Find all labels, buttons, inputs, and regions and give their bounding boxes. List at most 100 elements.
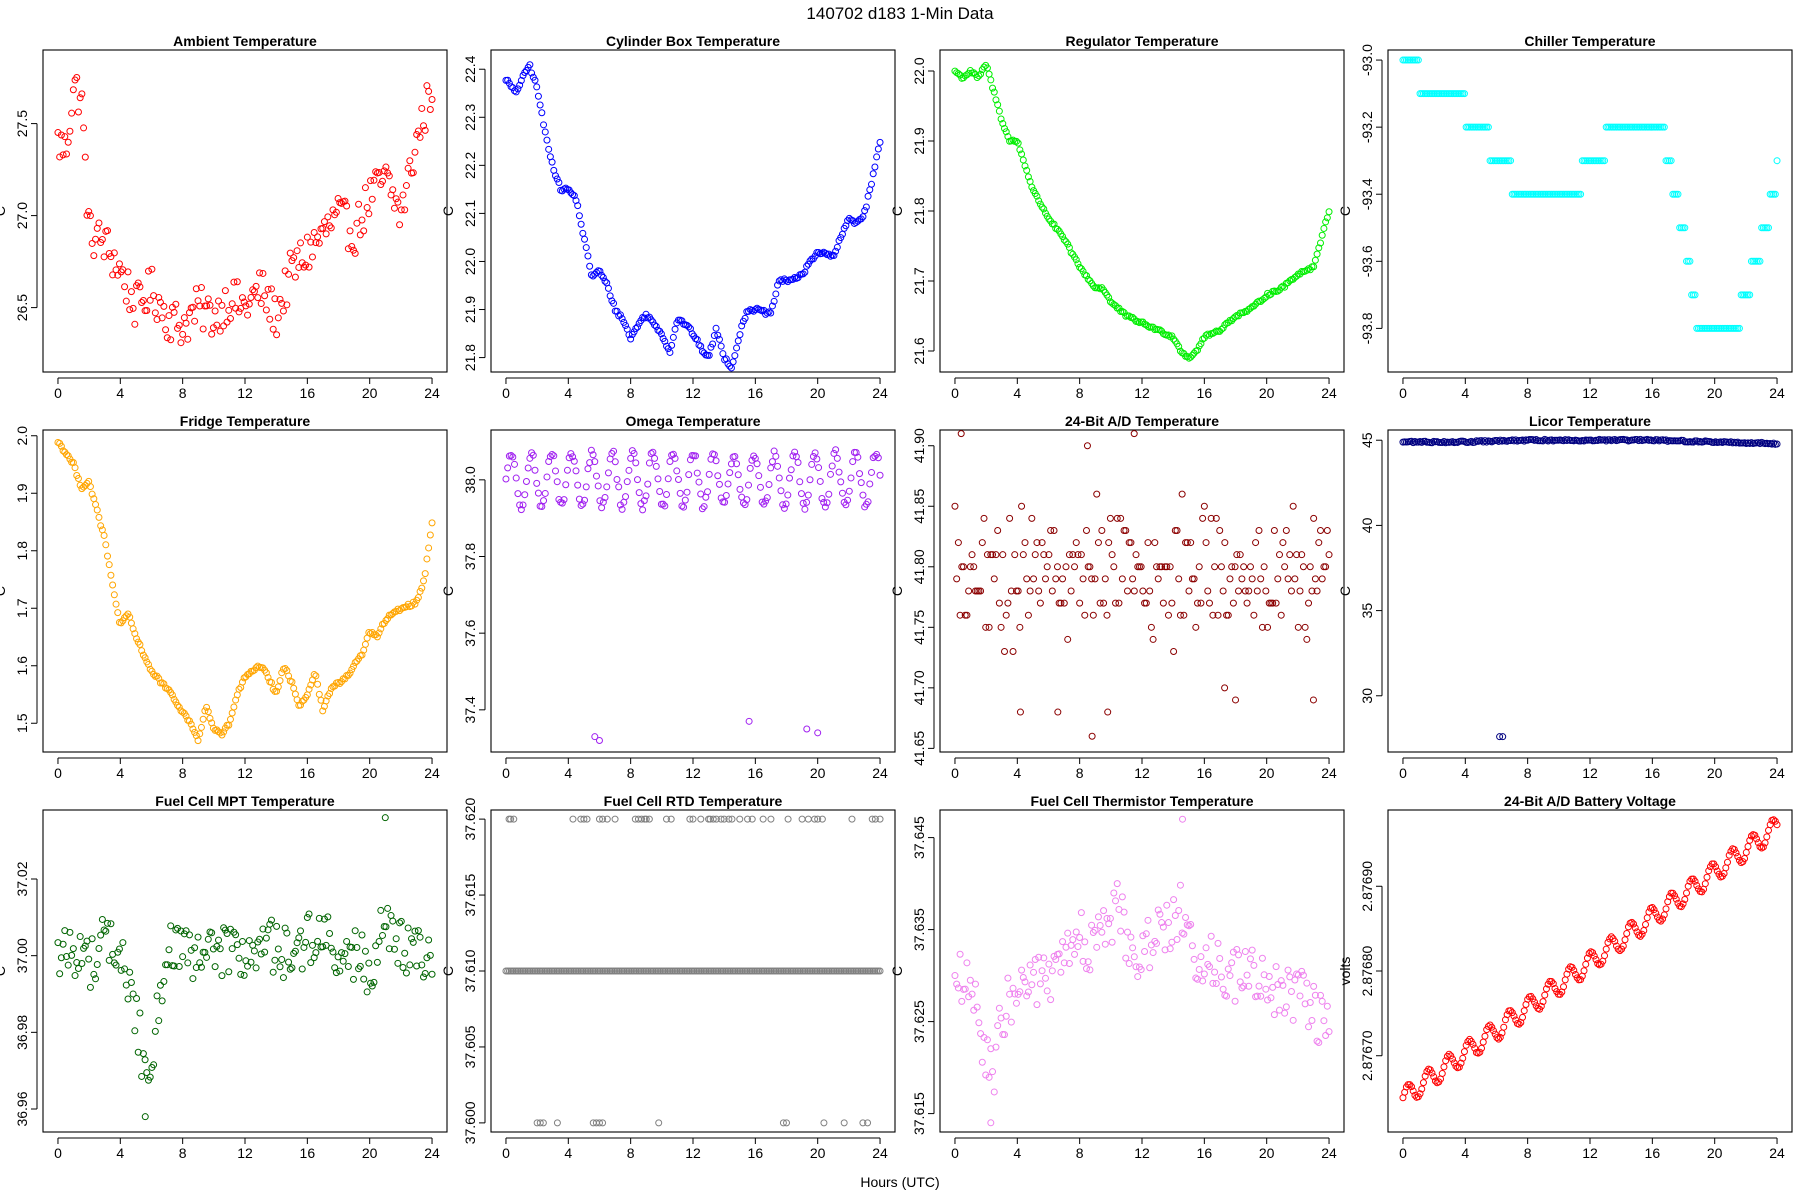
data-point bbox=[794, 458, 802, 466]
x-tick-label: 0 bbox=[54, 765, 62, 781]
data-point bbox=[1248, 575, 1256, 583]
data-point bbox=[170, 962, 178, 970]
data-point bbox=[731, 452, 739, 460]
data-point bbox=[291, 273, 299, 281]
data-point bbox=[276, 963, 284, 971]
data-point bbox=[526, 61, 534, 69]
data-point bbox=[189, 975, 197, 983]
data-point bbox=[1154, 575, 1162, 583]
data-point bbox=[584, 252, 592, 260]
data-point bbox=[536, 101, 544, 109]
data-point bbox=[522, 478, 530, 485]
data-point bbox=[221, 926, 229, 934]
data-point bbox=[1096, 921, 1104, 929]
data-point bbox=[286, 965, 294, 973]
data-point bbox=[983, 1036, 991, 1044]
data-point bbox=[1031, 551, 1039, 559]
data-point bbox=[314, 680, 322, 688]
data-point bbox=[783, 1119, 791, 1127]
data-point bbox=[399, 191, 407, 199]
data-point bbox=[1679, 900, 1687, 908]
data-point bbox=[271, 956, 279, 964]
data-point bbox=[668, 341, 676, 349]
data-point bbox=[569, 191, 577, 199]
data-point bbox=[1270, 526, 1278, 534]
data-point bbox=[1060, 599, 1068, 607]
data-point bbox=[414, 594, 422, 602]
data-point bbox=[712, 324, 720, 332]
data-point bbox=[179, 330, 187, 338]
x-tick-label: 8 bbox=[627, 765, 635, 781]
data-point bbox=[336, 967, 344, 975]
data-point bbox=[1265, 972, 1273, 980]
data-point bbox=[1734, 853, 1742, 861]
data-point bbox=[1590, 952, 1598, 960]
data-point bbox=[1478, 437, 1486, 445]
data-point bbox=[1452, 1062, 1460, 1070]
y-tick-label: 41.80 bbox=[911, 549, 927, 584]
data-point bbox=[1071, 950, 1079, 958]
data-point bbox=[1219, 985, 1227, 993]
data-point bbox=[994, 1022, 1002, 1030]
data-point bbox=[1163, 901, 1171, 909]
data-points bbox=[54, 814, 436, 1121]
data-point bbox=[1438, 439, 1446, 447]
data-point bbox=[1320, 1017, 1328, 1025]
data-point bbox=[341, 197, 349, 205]
data-point bbox=[109, 271, 117, 279]
data-point bbox=[1765, 826, 1772, 834]
data-point bbox=[104, 552, 111, 560]
data-point bbox=[68, 951, 76, 959]
data-point bbox=[569, 815, 577, 823]
data-point bbox=[1014, 587, 1022, 595]
y-axis-label: C bbox=[440, 206, 456, 216]
y-tick-label: 36.96 bbox=[14, 1091, 30, 1126]
data-point bbox=[813, 455, 821, 463]
data-point bbox=[127, 288, 135, 296]
data-point bbox=[1158, 919, 1166, 927]
data-point bbox=[1127, 539, 1135, 547]
data-point bbox=[726, 469, 734, 477]
data-point bbox=[203, 302, 211, 310]
data-point bbox=[1096, 285, 1104, 293]
data-point bbox=[651, 454, 659, 462]
data-point bbox=[1057, 968, 1065, 976]
x-tick-label: 24 bbox=[424, 385, 440, 401]
y-tick-label: 22.3 bbox=[462, 103, 478, 130]
data-point bbox=[548, 451, 556, 459]
data-point bbox=[1076, 599, 1084, 607]
x-tick-label: 16 bbox=[748, 765, 764, 781]
data-point bbox=[1753, 835, 1761, 843]
data-point bbox=[786, 474, 794, 482]
data-point bbox=[533, 479, 541, 487]
data-point bbox=[74, 965, 82, 972]
data-point bbox=[93, 961, 101, 969]
data-point bbox=[798, 815, 806, 823]
data-point bbox=[1496, 1033, 1504, 1041]
data-point bbox=[656, 488, 664, 496]
data-point bbox=[1258, 954, 1266, 962]
data-point bbox=[736, 331, 744, 339]
data-point bbox=[1311, 991, 1319, 999]
data-point bbox=[1589, 949, 1597, 957]
data-point bbox=[428, 96, 436, 104]
data-point bbox=[1233, 551, 1241, 559]
data-point bbox=[1014, 139, 1022, 147]
x-tick-label: 0 bbox=[502, 765, 510, 781]
data-point bbox=[989, 84, 997, 92]
data-point bbox=[1074, 551, 1082, 559]
data-point bbox=[153, 992, 161, 1000]
data-point bbox=[1040, 551, 1048, 559]
data-point bbox=[1023, 166, 1031, 174]
data-point bbox=[1289, 1016, 1297, 1024]
data-point bbox=[729, 358, 737, 366]
data-point bbox=[78, 960, 86, 968]
data-point bbox=[837, 234, 845, 242]
data-point bbox=[1771, 190, 1779, 198]
data-point bbox=[69, 945, 77, 953]
data-point bbox=[1481, 437, 1489, 445]
data-point bbox=[1681, 896, 1689, 904]
data-point bbox=[172, 300, 180, 308]
data-point bbox=[240, 971, 248, 979]
data-point bbox=[808, 460, 816, 468]
